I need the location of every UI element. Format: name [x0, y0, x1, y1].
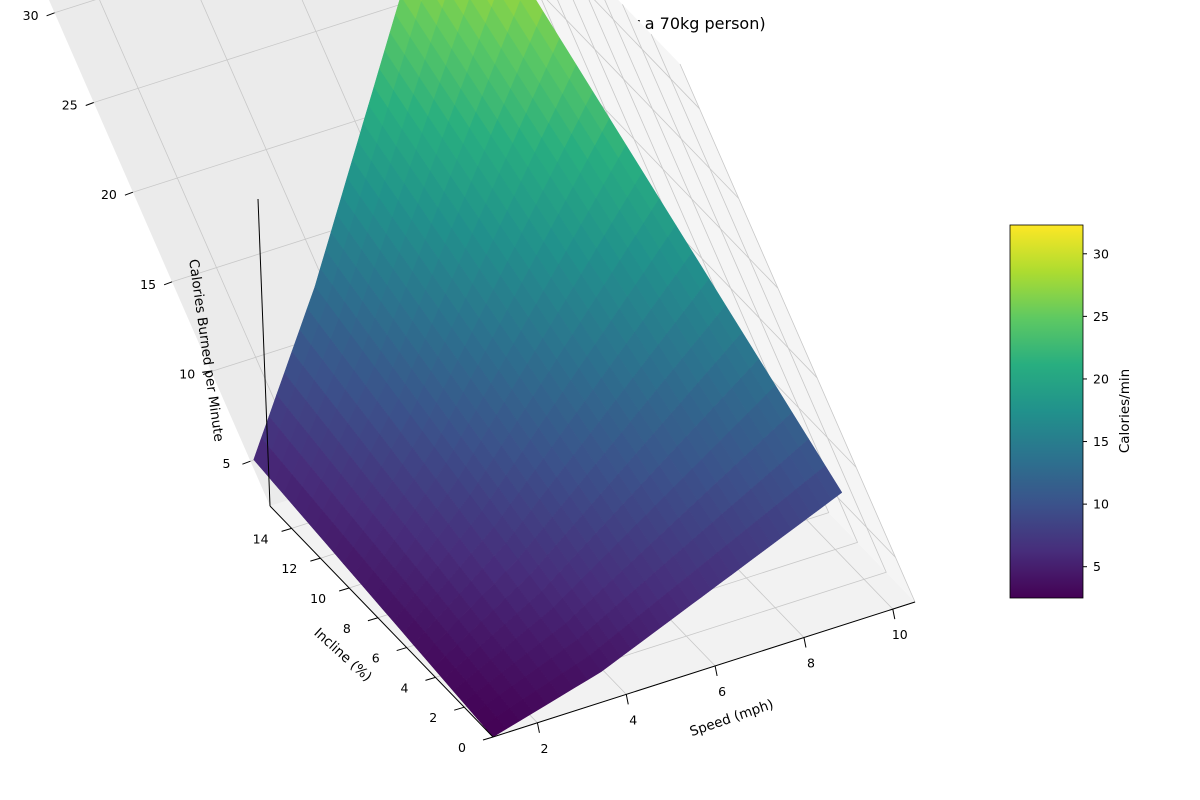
surface-patch [486, 0, 495, 8]
y-tick-mark [367, 617, 379, 622]
colorbar-label: Calories/min [1117, 369, 1133, 453]
z-tick-mark [124, 191, 134, 196]
surface-patch [482, 716, 507, 738]
y-tick-mark [425, 676, 436, 681]
y-tick-label: 14 [253, 531, 269, 546]
colorbar [1009, 224, 1084, 599]
grid-line-z [93, 0, 740, 199]
z-tick-label: 15 [140, 277, 156, 292]
z-tick-label: 25 [62, 98, 78, 113]
z-tick-label: 10 [179, 367, 195, 382]
y-tick-mark [396, 647, 407, 652]
y-tick-mark [281, 527, 292, 532]
axis-lines [46, 12, 916, 741]
z-tick-mark [163, 281, 173, 286]
x-tick-label: 10 [892, 627, 908, 642]
colorbar-ticks: 5 10 15 20 25 30 [1083, 246, 1109, 574]
z-axis-line [257, 198, 271, 507]
y-tick-mark [310, 557, 321, 562]
x-tick-label: 6 [718, 684, 726, 699]
z-tick-label: 30 [23, 8, 39, 23]
colorbar-tick-label: 25 [1093, 309, 1109, 324]
grid-line-z [54, 0, 700, 110]
x-axis-line [492, 601, 916, 738]
y-tick-label: 4 [400, 680, 408, 695]
x-axis-label: Speed (mph) [688, 696, 776, 740]
z-tick-label: 5 [222, 456, 230, 471]
y-tick-label: 12 [281, 561, 297, 576]
x-tick-mark [625, 694, 629, 705]
y-tick-mark [338, 587, 350, 592]
surface-plot [253, 0, 843, 738]
y-tick-label: 8 [343, 621, 351, 636]
x-tick-label: 4 [629, 712, 637, 727]
colorbar-tick-label: 5 [1093, 559, 1101, 574]
y-axis-line [269, 505, 494, 738]
y-tick-label: 0 [458, 740, 466, 755]
colorbar-tick-label: 15 [1093, 434, 1109, 449]
tick-labels: 2 4 6 8 10 0 2 4 6 8 10 12 14 5 10 15 20 25 30 [23, 8, 908, 756]
z-tick-mark [203, 371, 212, 375]
x-tick-mark [714, 665, 718, 677]
z-tick-label: 20 [101, 187, 117, 202]
colorbar-tick-label: 20 [1093, 371, 1109, 386]
surface-patch [436, 0, 446, 9]
z-tick-mark [46, 12, 55, 17]
y-tick-label: 10 [310, 591, 326, 606]
x-tick-mark [536, 722, 540, 733]
z-tick-mark [242, 460, 251, 465]
x-tick-mark [803, 637, 807, 648]
x-tick-mark [892, 609, 896, 620]
y-tick-mark [454, 706, 465, 711]
z-tick-mark [85, 102, 94, 106]
y-tick-label: 6 [372, 651, 380, 666]
y-tick-mark [482, 736, 494, 741]
y-tick-label: 2 [429, 710, 437, 725]
colorbar-tick-label: 30 [1093, 246, 1109, 261]
colorbar-tick-label: 10 [1093, 497, 1109, 512]
x-tick-label: 2 [540, 741, 548, 756]
x-tick-label: 8 [807, 656, 815, 671]
